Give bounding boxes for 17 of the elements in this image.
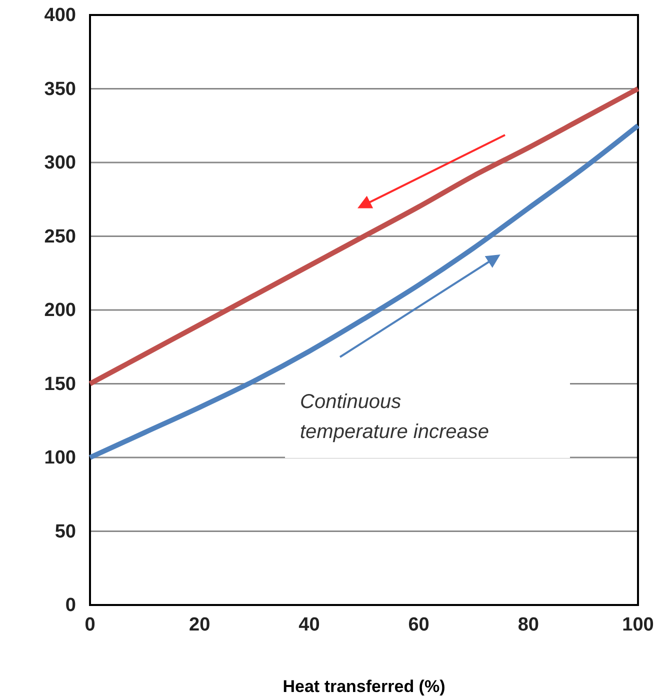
y-tick-label: 0 xyxy=(65,595,76,616)
x-tick-label: 40 xyxy=(298,614,320,636)
y-tick-label: 50 xyxy=(54,521,76,542)
x-tick-label: 80 xyxy=(518,614,539,636)
y-tick-label: 150 xyxy=(44,374,76,395)
y-tick-label: 250 xyxy=(44,226,76,248)
x-tick-label: 60 xyxy=(408,614,430,636)
y-tick-label: 300 xyxy=(44,152,76,174)
y-tick-label: 100 xyxy=(44,448,76,469)
x-axis-title: Heat transferred (%) xyxy=(282,677,446,696)
annotation: Continuous temperature increase xyxy=(300,391,489,443)
y-tick-label: 350 xyxy=(44,78,76,100)
x-tick-label: 100 xyxy=(622,614,654,636)
y-tick-label: 200 xyxy=(44,300,76,322)
x-tick-label: 20 xyxy=(189,614,210,636)
x-tick-label: 0 xyxy=(84,614,96,636)
y-tick-label: 400 xyxy=(44,5,76,26)
